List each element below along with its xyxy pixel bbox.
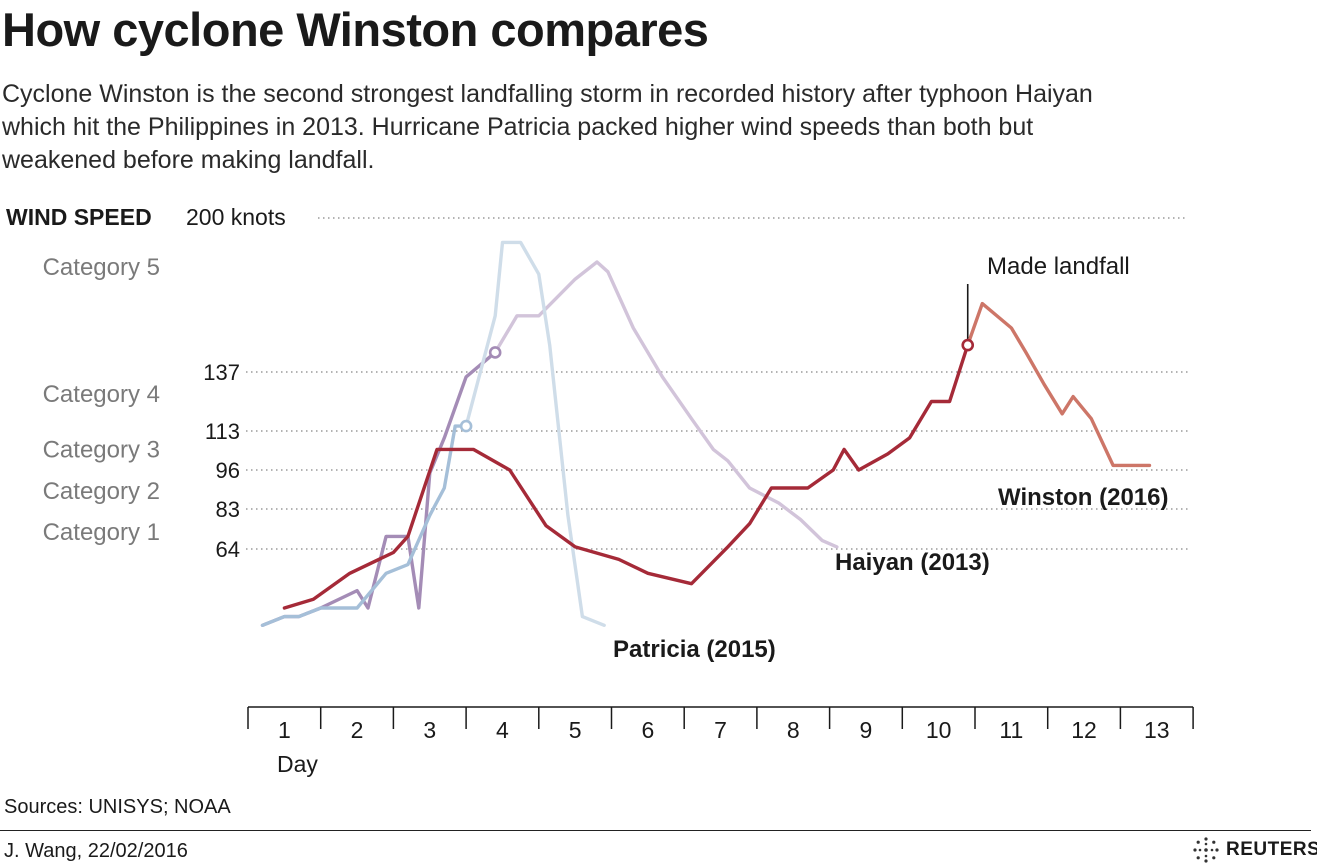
series-label: Haiyan (2013) — [835, 549, 990, 576]
x-tick-label: 7 — [714, 717, 727, 743]
reuters-logo: REUTERS — [1192, 836, 1317, 864]
series-label: Winston (2016) — [998, 484, 1168, 511]
credit-line: J. Wang, 22/02/2016 — [4, 840, 188, 862]
x-tick-label: 9 — [860, 717, 873, 743]
category-label: Category 4 — [43, 381, 160, 408]
y-axis-top-label: 200 knots — [186, 204, 286, 230]
x-tick-label: 12 — [1071, 717, 1097, 743]
y-axis-title: WIND SPEED — [6, 204, 152, 230]
y-tick-label: 64 — [216, 537, 240, 562]
chart-subtitle: Cyclone Winston is the second strongest … — [2, 80, 1093, 174]
x-tick-label: 6 — [641, 717, 654, 743]
landfall-marker — [961, 338, 975, 352]
series-line-after-landfall — [464, 240, 606, 627]
category-label: Category 5 — [43, 254, 160, 281]
category-label: Category 1 — [43, 519, 160, 546]
series-line — [282, 343, 970, 610]
series-layer: Haiyan (2013) Patricia (2015) Winston (201… — [260, 240, 1168, 663]
series-line-after-landfall — [493, 260, 839, 549]
series-label: Patricia (2015) — [613, 636, 776, 663]
x-tick-label: 10 — [926, 717, 952, 743]
y-tick-label: 137 — [203, 360, 240, 385]
x-tick-label: 13 — [1144, 717, 1170, 743]
y-tick-label: 113 — [205, 419, 240, 444]
x-tick-label: 1 — [278, 717, 291, 743]
annotation-label: Made landfall — [987, 253, 1130, 280]
reuters-dots-icon — [1193, 837, 1219, 863]
x-tick-label: 3 — [423, 717, 436, 743]
series-line-after-landfall — [966, 301, 1152, 468]
y-tick-label: 96 — [216, 458, 240, 483]
x-tick-label: 2 — [351, 717, 364, 743]
wind-speed-chart: WIND SPEED 200 knots Day 137113968364Cat… — [6, 204, 1194, 777]
grid-layer — [246, 217, 1188, 550]
x-axis: 1 2 3 4 5 6 7 8 9 10 11 12 13 — [247, 706, 1194, 743]
landfall-marker — [459, 419, 473, 433]
sources-note: Sources: UNISYS; NOAA — [4, 796, 231, 818]
x-tick-label: 8 — [787, 717, 800, 743]
x-tick-label: 4 — [496, 717, 509, 743]
series-line — [260, 424, 468, 627]
landfall-marker — [488, 346, 502, 359]
x-tick-label: 11 — [999, 717, 1023, 743]
reuters-wordmark: REUTERS — [1226, 839, 1317, 860]
chart-title: How cyclone Winston compares — [2, 3, 709, 56]
x-tick-label: 5 — [569, 717, 582, 743]
category-label: Category 2 — [43, 478, 160, 505]
category-label: Category 3 — [43, 436, 160, 463]
y-tick-label: 83 — [216, 497, 240, 522]
x-axis-title: Day — [277, 751, 318, 777]
footer-divider — [0, 830, 1311, 831]
label-layer: WIND SPEED 200 knots Day 137113968364Cat… — [6, 204, 1130, 777]
